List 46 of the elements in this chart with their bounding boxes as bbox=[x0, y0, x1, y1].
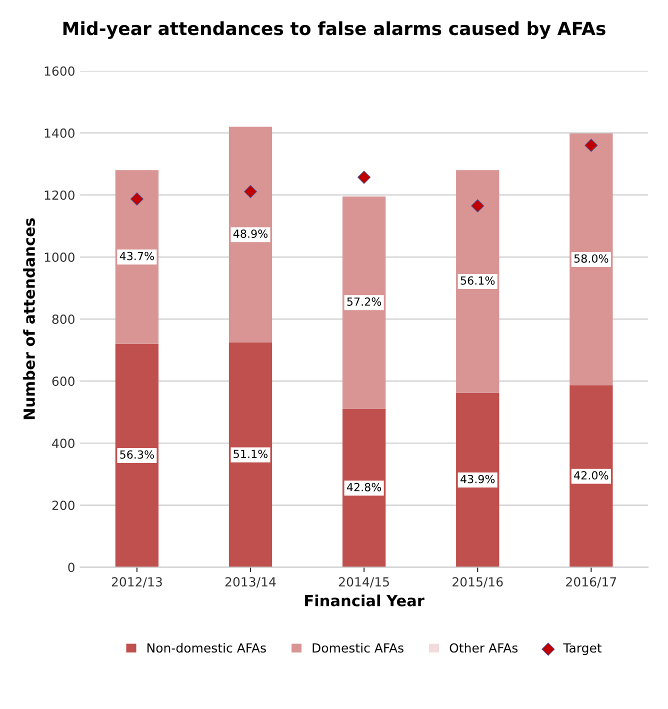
annotation: 57.2% bbox=[347, 297, 382, 306]
chart-title: Mid-year attendances to false alarms caused by AFAs bbox=[63, 21, 606, 39]
x-tick-label: 2012/13 bbox=[112, 577, 162, 588]
point bbox=[244, 185, 258, 198]
annotation: 43.7% bbox=[120, 252, 154, 260]
y-tick-label: 0 bbox=[68, 562, 74, 572]
y-axis-title: Number of attendances bbox=[23, 218, 35, 420]
y-tick-label: 1400 bbox=[44, 128, 74, 138]
point bbox=[471, 199, 484, 212]
x-tick-label: 2014/15 bbox=[339, 577, 389, 588]
x-tick-label: 2013/14 bbox=[225, 577, 276, 588]
legend-label: Non-domestic AFAs bbox=[147, 642, 266, 653]
legend-label: Other AFAs bbox=[450, 642, 518, 653]
annotation: 51.1% bbox=[234, 450, 268, 458]
bar bbox=[456, 392, 500, 568]
bar bbox=[570, 134, 613, 386]
annotation: 42.0% bbox=[574, 471, 608, 480]
x-tick-label: 2016/17 bbox=[566, 577, 616, 588]
y-tick-label: 400 bbox=[52, 438, 74, 448]
point bbox=[584, 138, 598, 152]
bar bbox=[115, 344, 159, 568]
x-axis-title: Financial Year bbox=[305, 594, 424, 606]
y-tick-label: 600 bbox=[52, 376, 74, 386]
bar bbox=[228, 342, 272, 568]
legend-label: Target bbox=[563, 643, 602, 656]
annotation: 42.8% bbox=[346, 482, 382, 492]
annotation: 56.3% bbox=[120, 450, 154, 459]
bar bbox=[342, 408, 386, 568]
point bbox=[130, 192, 144, 206]
legend-label: Domestic AFAs bbox=[312, 642, 404, 653]
annotation: 43.9% bbox=[460, 474, 495, 484]
point bbox=[358, 170, 371, 184]
y-tick-label: 1000 bbox=[44, 252, 74, 262]
bar bbox=[456, 170, 500, 393]
annotation: 48.9% bbox=[233, 230, 268, 238]
x-tick-label: 2015/16 bbox=[452, 577, 503, 588]
bar bbox=[228, 126, 272, 342]
bar bbox=[115, 170, 159, 344]
y-tick-label: 800 bbox=[52, 314, 74, 324]
y-tick-label: 200 bbox=[52, 500, 74, 510]
bar bbox=[570, 385, 613, 568]
y-tick-label: 1600 bbox=[44, 66, 74, 76]
bar bbox=[342, 196, 386, 409]
y-tick-label: 1200 bbox=[44, 190, 74, 200]
annotation: 58.0% bbox=[574, 254, 608, 263]
annotation: 56.1% bbox=[460, 276, 495, 285]
